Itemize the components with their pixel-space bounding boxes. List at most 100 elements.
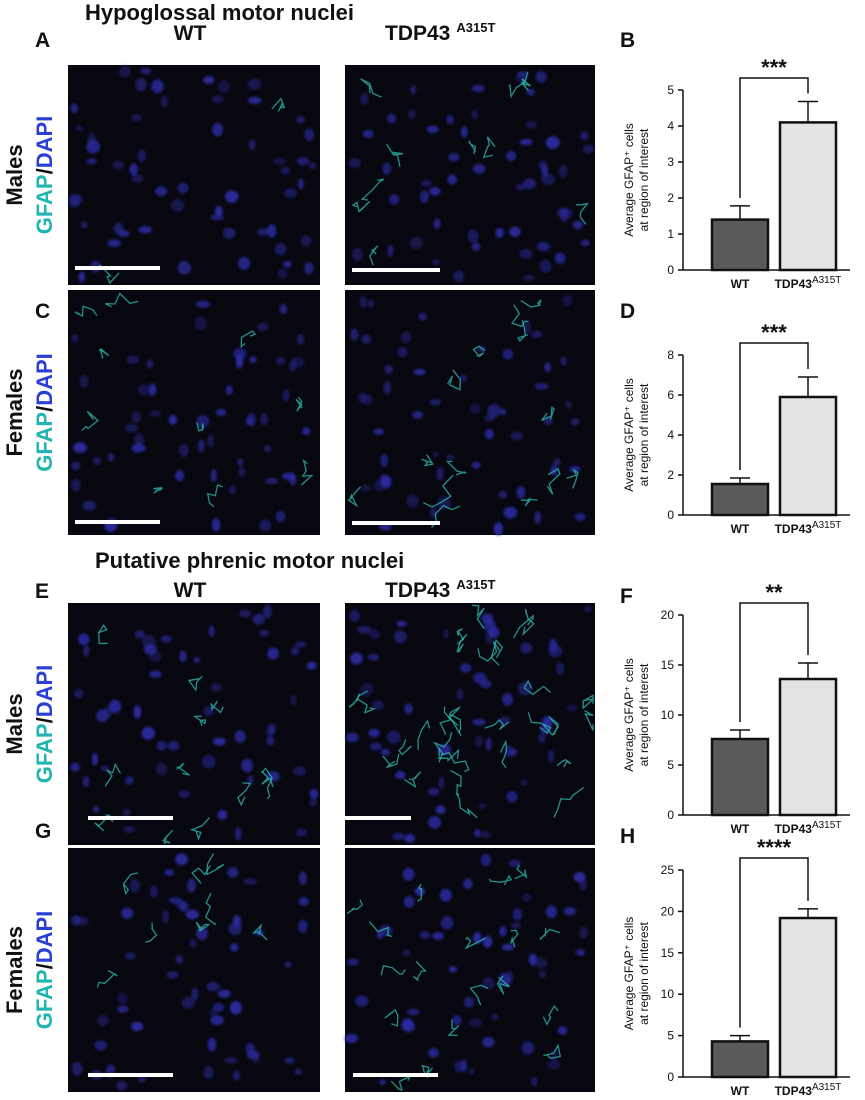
y-tick-label: 3 xyxy=(667,155,674,169)
nucleus xyxy=(404,703,413,715)
x-tick-label: WT xyxy=(731,277,750,291)
nucleus xyxy=(432,931,445,940)
nucleus xyxy=(536,241,551,252)
nucleus xyxy=(137,149,146,162)
bar xyxy=(778,121,838,272)
gfap-process xyxy=(512,614,534,639)
nucleus xyxy=(402,867,415,881)
nucleus xyxy=(125,952,136,960)
nucleus xyxy=(177,260,191,275)
y-tick-label: 4 xyxy=(667,119,674,133)
nucleus xyxy=(428,1047,439,1058)
nucleus xyxy=(117,992,128,1004)
nucleus xyxy=(274,243,287,256)
micrograph-background xyxy=(68,603,320,845)
gfap-process xyxy=(99,264,120,285)
gfap-process xyxy=(360,178,385,201)
nucleus xyxy=(523,178,537,190)
nucleus xyxy=(267,647,280,660)
nucleus xyxy=(306,661,317,670)
nucleus xyxy=(134,433,144,447)
nucleus xyxy=(429,186,441,196)
nucleus xyxy=(376,931,384,939)
nucleus xyxy=(140,67,152,75)
nucleus xyxy=(428,816,442,829)
nucleus xyxy=(520,642,533,654)
panel-letter: E xyxy=(35,580,49,603)
nucleus xyxy=(265,477,279,485)
gfap-process xyxy=(447,369,461,391)
gfap-process xyxy=(191,865,211,884)
gfap-process xyxy=(496,975,511,995)
nucleus xyxy=(472,164,486,174)
gfap-process xyxy=(447,1019,460,1037)
gfap-process xyxy=(260,767,273,800)
y-tick-label: 5 xyxy=(667,1029,674,1043)
row-label: Females xyxy=(2,368,27,456)
nucleus xyxy=(393,630,407,644)
nucleus xyxy=(386,730,401,744)
nucleus xyxy=(432,451,439,458)
nucleus xyxy=(379,1079,386,1086)
bar xyxy=(778,677,838,817)
nucleus xyxy=(368,728,380,738)
nucleus xyxy=(108,699,122,714)
nucleus xyxy=(298,897,309,906)
nucleus xyxy=(426,125,439,134)
y-axis-label: at region of interest xyxy=(637,128,651,231)
gfap-process xyxy=(237,782,252,807)
nucleus xyxy=(520,779,528,787)
nucleus xyxy=(206,981,220,992)
nucleus xyxy=(436,466,444,481)
stain-separator: / xyxy=(32,963,57,969)
nucleus xyxy=(129,878,140,893)
nucleus xyxy=(554,252,566,264)
nucleus xyxy=(360,394,373,405)
x-tick-label: TDP43A315T xyxy=(775,820,842,836)
significance-bracket xyxy=(739,857,809,1028)
nucleus xyxy=(179,650,187,663)
gfap-process xyxy=(369,245,379,266)
gfap-process xyxy=(346,899,363,914)
y-tick-label: 20 xyxy=(661,904,675,918)
nucleus xyxy=(122,808,131,817)
gfap-process xyxy=(484,719,510,730)
nucleus xyxy=(129,163,138,176)
nucleus xyxy=(131,1021,144,1032)
micrograph xyxy=(68,290,320,535)
nucleus xyxy=(93,456,102,466)
nucleus xyxy=(79,374,89,389)
nucleus xyxy=(519,248,533,259)
y-tick-label: 15 xyxy=(661,658,675,672)
nucleus xyxy=(379,473,388,486)
nucleus xyxy=(547,1060,561,1070)
x-tick-label: WT xyxy=(731,822,750,836)
gfap-process xyxy=(468,140,477,155)
nucleus xyxy=(523,274,535,281)
nucleus xyxy=(419,931,431,939)
nucleus xyxy=(131,443,146,453)
nucleus xyxy=(149,383,157,396)
y-tick-label: 1 xyxy=(667,227,674,241)
nucleus xyxy=(487,404,501,418)
gfap-process xyxy=(539,927,561,941)
nucleus xyxy=(178,790,191,798)
nucleus xyxy=(539,259,552,273)
nucleus xyxy=(544,362,551,373)
nucleus xyxy=(383,380,391,395)
nucleus xyxy=(294,641,307,648)
nucleus xyxy=(372,700,385,711)
micrograph-texture xyxy=(348,70,595,283)
gfap-process xyxy=(398,739,412,756)
significance-bracket xyxy=(739,342,809,470)
significance-bracket xyxy=(739,77,809,198)
gfap-process xyxy=(432,731,453,763)
micrograph-texture xyxy=(70,604,319,841)
nucleus xyxy=(440,915,454,930)
nucleus xyxy=(410,85,417,95)
gfap-process xyxy=(488,874,513,886)
nucleus xyxy=(413,368,426,376)
nucleus xyxy=(482,1036,495,1048)
nucleus xyxy=(108,452,115,462)
nucleus xyxy=(463,878,473,890)
